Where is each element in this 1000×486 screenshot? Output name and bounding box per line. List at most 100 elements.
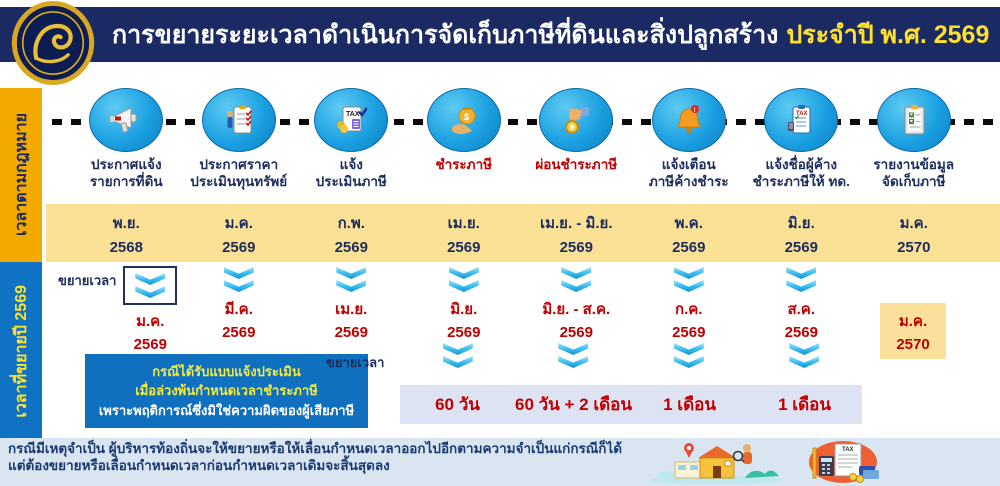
footer-note: กรณีมีเหตุจำเป็น ผู้บริหารท้องถิ่นจะให้ข… [8,441,622,475]
double-chevron-down-icon [673,342,704,369]
legal-month-cell: ก.พ. 2569 [295,211,408,259]
duration-value: 60 วัน + 2 เดือน [514,395,633,414]
extended-year: 2569 [559,324,593,341]
person-checklist-icon [201,88,276,152]
duration-value: 1 เดือน [663,395,716,414]
page-title-year: ประจำปี พ.ศ. 2569 [786,20,990,49]
extended-year: 2569 [672,324,706,341]
legal-year: 2569 [447,239,481,256]
extend-time-label-2: ขยายเวลา [326,355,385,370]
house-survey-illustration [645,440,785,486]
page-title-text: การขยายระยะเวลาดำเนินการจัดเก็บภาษีที่ดิ… [112,20,779,49]
sidebar-extended-time-label: เวลาที่ขยายปี 2569 [12,284,30,418]
extended-year: 2569 [447,324,481,341]
extended-month: ม.ค. [898,313,928,330]
step-label: ชำระภาษี [435,157,493,172]
footer-note-band: กรณีมีเหตุจำเป็น ผู้บริหารท้องถิ่นจะให้ข… [0,438,1000,486]
timeline-steps-row: ประกาศแจ้ง รายการที่ดิน ประกาศราคา ประเม… [70,88,970,206]
legal-year: 2569 [672,239,706,256]
assessment-notice-info-box: กรณีได้รับแบบแจ้งประเมิน เมื่อล่วงพ้นกำห… [85,354,368,428]
legal-year: 2569 [334,239,368,256]
legal-month: พ.ค. [674,215,703,232]
duration-value: 60 วัน [435,395,480,414]
legal-month: ม.ค. [224,215,253,232]
legal-month-cell: เม.ย. 2569 [408,211,521,259]
extend-time-label-1: ขยายเวลา [58,273,117,288]
svg-text:TAX: TAX [796,111,808,117]
extended-months-row: ม.ค. 2569 มี.ค. 2569 เม.ย. 2569 มิ.ย. 25… [70,266,970,358]
tax-document-icon: TAX [314,88,389,152]
second-extension-chevrons-row [400,342,862,369]
step-cell-installments: ผ่อนชำระภาษี [520,88,633,206]
legal-year: 2569 [784,239,818,256]
legal-year: 2569 [222,239,256,256]
second-extension-durations-band: 60 วัน 60 วัน + 2 เดือน 1 เดือน 1 เดือน [400,385,862,424]
legal-month-cell: ม.ค. 2569 [183,211,296,259]
tax-list-icon: TAX [764,88,839,152]
svg-text:TAX: TAX [346,111,360,118]
extended-month-cell: ม.ค. 2569 [70,266,183,358]
sidebar-legal-time-label: เวลาตามกฎหมาย [12,113,30,237]
step-cell-overdue-reminder: ! แจ้งเตือน ภาษีค้างชำระ [633,88,746,206]
extended-month: มี.ค. [224,301,253,318]
extended-month-cell: มิ.ย. - ส.ค. 2569 [520,266,633,358]
info-box-line-1: กรณีได้รับแบบแจ้งประเมิน [152,363,301,379]
step-label: ประกาศแจ้ง รายการที่ดิน [89,157,163,189]
legal-month: เม.ย. [447,215,480,232]
info-box-line-3: เพราะพฤติการณ์ซึ่งมิใช่ความผิดของผู้เสีย… [98,402,355,418]
info-box-line-2: เมื่อล่วงพ้นกำหนดเวลาชำระภาษี [135,383,318,399]
legal-month: พ.ย. [112,215,140,232]
step-label: แจ้งชื่อผู้ค้าง ชำระภาษีให้ ทด. [752,157,850,189]
footer-note-line-2: แต่ต้องขยายหรือเลื่อนกำหนดเวลาก่อนกำหนดเ… [8,457,390,473]
step-label: รายงานข้อมูล จัดเก็บภาษี [873,157,955,189]
extended-year: 2569 [133,336,167,353]
extended-month: มิ.ย. - ส.ค. [542,301,611,318]
legal-month: เม.ย. - มิ.ย. [540,215,613,232]
legal-year: 2570 [897,239,931,256]
legal-month-cell: ม.ค. 2570 [858,211,971,259]
double-chevron-down-icon [558,342,589,369]
extended-month: เม.ย. [335,301,368,318]
step-cell-announce-land-list: ประกาศแจ้ง รายการที่ดิน [70,88,183,206]
extended-month: ก.ค. [675,301,703,318]
extended-month: ส.ค. [787,301,816,318]
legal-months-row: พ.ย. 2568 ม.ค. 2569 ก.พ. 2569 เม.ย. 2569… [70,211,970,259]
dla-lion-emblem-logo [10,1,96,85]
step-label: แจ้ง ประเมินภาษี [315,157,387,189]
double-chevron-down-icon [223,266,254,293]
double-chevron-down-icon [789,342,820,369]
legal-month-cell: พ.ค. 2569 [633,211,746,259]
step-cell-pay-tax: $ ชำระภาษี [408,88,521,206]
legal-month-cell: พ.ย. 2568 [70,211,183,259]
extended-month-cell: ส.ค. 2569 [745,266,858,358]
extended-month: มิ.ย. [450,301,478,318]
step-cell-report-data: รายงานข้อมูล จัดเก็บภาษี [858,88,971,206]
double-chevron-down-icon [448,266,479,293]
double-chevron-down-icon [336,266,367,293]
extended-month-cell: เม.ย. 2569 [295,266,408,358]
extended-month-cell: มี.ค. 2569 [183,266,296,358]
step-cell-notify-assessment: TAX แจ้ง ประเมินภาษี [295,88,408,206]
extended-year: 2569 [222,324,256,341]
extended-year: 2569 [784,324,818,341]
timeline-dashed-connector [52,119,1000,125]
legal-month-cell: มิ.ย. 2569 [745,211,858,259]
coin-hand-icon [539,88,614,152]
extended-year: 2569 [334,324,368,341]
extended-month-inner: ม.ค. 2569 [123,266,178,353]
double-chevron-down-icon [673,266,704,293]
tax-calculation-illustration: TAX [795,440,885,486]
double-chevron-down-icon [442,342,473,369]
page-title: การขยายระยะเวลาดำเนินการจัดเก็บภาษีที่ดิ… [112,15,989,55]
megaphone-icon [89,88,164,152]
svg-text:!: ! [693,108,695,114]
svg-text:$: $ [464,112,469,122]
legal-month: ก.พ. [337,215,365,232]
extended-month-cell: มิ.ย. 2569 [408,266,521,358]
step-label: ประกาศราคา ประเมินทุนทรัพย์ [190,157,288,189]
legal-month: ม.ค. [899,215,928,232]
double-chevron-down-icon [786,266,817,293]
alert-bell-icon: ! [651,88,726,152]
step-label: ผ่อนชำระภาษี [535,157,618,172]
